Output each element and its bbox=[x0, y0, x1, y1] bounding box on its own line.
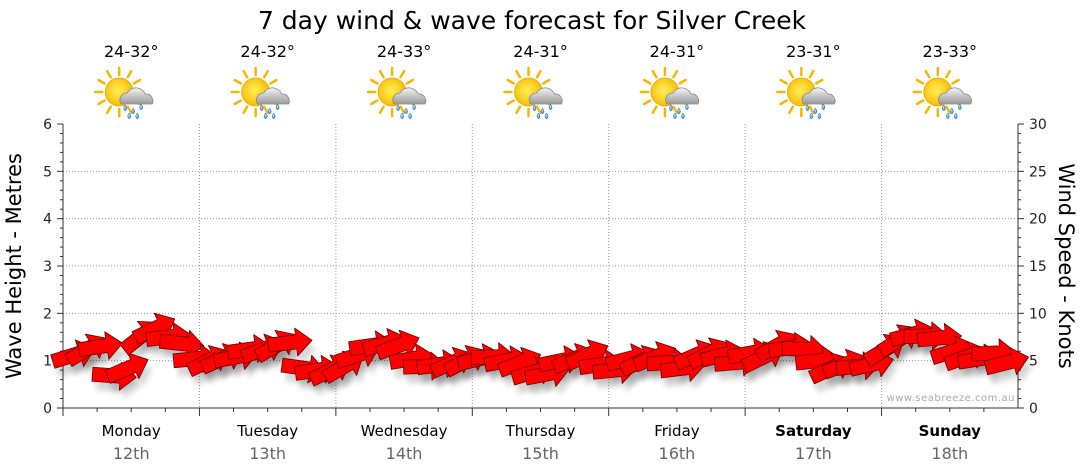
temperature-range-label: 24-31° bbox=[513, 42, 568, 61]
y-right-tick-label: 20 bbox=[1029, 212, 1047, 228]
y-left-tick-label: 3 bbox=[43, 259, 52, 275]
partly-cloudy-showers-icon bbox=[366, 66, 427, 120]
y-left-tick-label: 2 bbox=[43, 306, 52, 322]
partly-cloudy-showers-icon bbox=[230, 66, 290, 120]
wind-arrow bbox=[564, 339, 609, 371]
temperature-range-label: 23-33° bbox=[923, 42, 978, 61]
chart-title: 7 day wind & wave forecast for Silver Cr… bbox=[258, 6, 807, 35]
y-left-tick-label: 6 bbox=[43, 117, 52, 133]
date-label: 17th bbox=[795, 444, 832, 463]
day-label: Friday bbox=[654, 422, 700, 440]
date-label: 16th bbox=[659, 444, 696, 463]
temperature-range-label: 24-33° bbox=[377, 42, 432, 61]
date-label: 15th bbox=[522, 444, 559, 463]
y-left-tick-label: 1 bbox=[43, 354, 52, 370]
day-label: Thursday bbox=[505, 422, 576, 440]
date-label: 13th bbox=[249, 444, 286, 463]
day-label: Sunday bbox=[919, 422, 982, 440]
y-axis-right-label: Wind Speed - Knots bbox=[1054, 163, 1078, 368]
temperature-range-label: 24-31° bbox=[650, 42, 705, 61]
day-label: Tuesday bbox=[236, 422, 298, 440]
y-right-tick-label: 5 bbox=[1029, 354, 1038, 370]
day-label: Saturday bbox=[775, 422, 852, 440]
partly-cloudy-showers-icon bbox=[776, 66, 836, 120]
date-label: 12th bbox=[113, 444, 150, 463]
day-label: Wednesday bbox=[361, 422, 448, 440]
y-left-tick-label: 5 bbox=[43, 164, 52, 180]
day-label: Monday bbox=[102, 422, 161, 440]
y-right-tick-label: 15 bbox=[1029, 259, 1047, 275]
y-right-tick-label: 0 bbox=[1029, 401, 1038, 417]
partly-cloudy-showers-icon bbox=[639, 66, 699, 120]
wind-arrow bbox=[267, 327, 313, 357]
wind-arrow bbox=[104, 352, 149, 384]
partly-cloudy-showers-icon bbox=[912, 66, 972, 120]
wind-arrow bbox=[131, 312, 176, 345]
watermark: www.seabreeze.com.au bbox=[887, 393, 1015, 404]
y-right-tick-label: 30 bbox=[1029, 117, 1047, 133]
y-right-tick-label: 10 bbox=[1029, 306, 1047, 322]
date-label: 14th bbox=[386, 444, 423, 463]
temperature-range-label: 24-32° bbox=[104, 42, 159, 61]
wind-arrow bbox=[77, 331, 123, 360]
y-right-tick-label: 25 bbox=[1029, 164, 1047, 180]
date-label: 18th bbox=[931, 444, 968, 463]
y-left-tick-label: 4 bbox=[43, 212, 52, 228]
partly-cloudy-showers-icon bbox=[93, 66, 154, 120]
y-axis-left-label: Wave Height - Metres bbox=[2, 153, 26, 379]
wind-arrow bbox=[983, 347, 1029, 376]
y-left-tick-label: 0 bbox=[43, 401, 52, 417]
partly-cloudy-showers-icon bbox=[503, 66, 563, 120]
temperature-range-label: 23-31° bbox=[786, 42, 841, 61]
temperature-range-label: 24-32° bbox=[240, 42, 295, 61]
